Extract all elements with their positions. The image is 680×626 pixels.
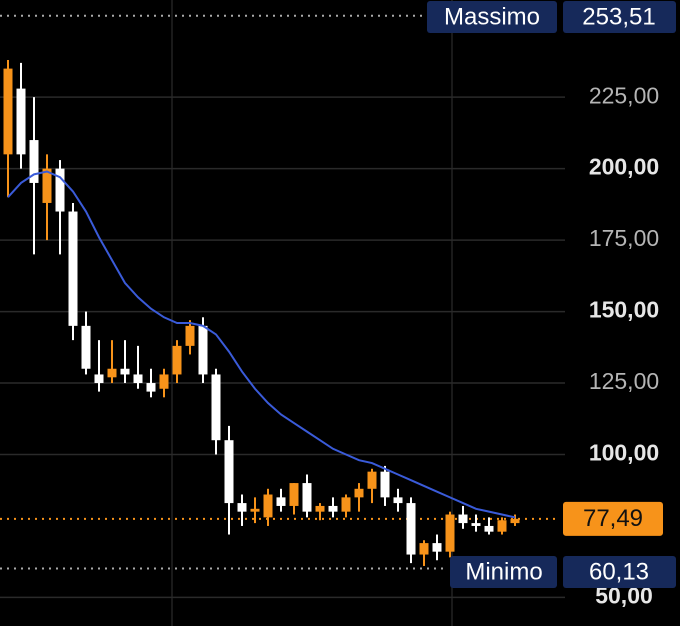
- candle-body: [289, 483, 299, 506]
- candle-body: [120, 368, 130, 375]
- y-tick-label: 200,00: [589, 154, 659, 180]
- candle-body: [68, 211, 78, 326]
- candle-body: [354, 488, 364, 498]
- candle-body: [406, 503, 416, 555]
- candle-body: [16, 88, 26, 155]
- candle-body: [94, 374, 104, 384]
- candle-body: [107, 368, 117, 378]
- candle-body: [445, 514, 455, 552]
- candle-body: [224, 440, 234, 504]
- candle-body: [302, 483, 312, 512]
- candle-body: [237, 503, 247, 512]
- badge: [450, 556, 557, 588]
- y-tick-label: 125,00: [589, 368, 659, 394]
- candle-body: [432, 543, 442, 552]
- candle-body: [159, 374, 169, 389]
- y-tick-label: 100,00: [589, 440, 659, 466]
- candle-body: [133, 374, 143, 384]
- candle-body: [458, 514, 468, 524]
- badge: [427, 1, 557, 33]
- candle-body: [81, 325, 91, 369]
- y-tick-label: 175,00: [589, 225, 659, 251]
- candle-body: [497, 520, 507, 532]
- candle-body: [42, 168, 52, 203]
- badge-label: Massimo: [444, 3, 540, 30]
- badge-value: 253,51: [582, 3, 655, 30]
- candle-body: [484, 525, 494, 532]
- candle-body: [55, 168, 65, 212]
- candle-body: [276, 497, 286, 506]
- y-tick-label: 225,00: [589, 82, 659, 108]
- candle-body: [315, 505, 325, 512]
- candle-body: [172, 345, 182, 375]
- candle-body: [3, 68, 13, 155]
- candle-body: [185, 325, 195, 346]
- badge-label: Minimo: [465, 558, 542, 585]
- candle-body: [393, 497, 403, 504]
- badge: [563, 1, 676, 33]
- candle-body: [250, 508, 260, 512]
- last-value: 77,49: [583, 505, 643, 532]
- candle-body: [263, 494, 273, 518]
- candle-body: [198, 325, 208, 375]
- badge-value: 60,13: [589, 558, 649, 585]
- candle-body: [341, 497, 351, 512]
- candle-body: [146, 383, 156, 392]
- candle-body: [419, 543, 429, 555]
- y-tick-label: 150,00: [589, 297, 659, 323]
- candle-body: [328, 505, 338, 512]
- badge: [563, 556, 676, 588]
- candle-body: [471, 523, 481, 526]
- candle-body: [211, 374, 221, 441]
- moving-average: [7, 170, 516, 519]
- candle-body: [380, 471, 390, 498]
- candle-body: [367, 471, 377, 489]
- candle-body: [29, 140, 39, 183]
- last-badge: [563, 501, 663, 536]
- candle-body: [510, 518, 520, 524]
